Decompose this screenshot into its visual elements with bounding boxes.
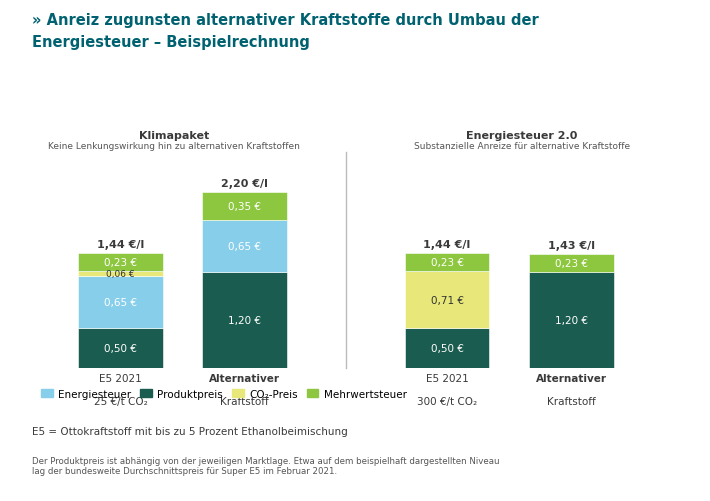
Bar [529, 273, 613, 368]
Bar [405, 254, 489, 272]
Text: 0,50 €: 0,50 € [430, 343, 464, 353]
Text: 0,23 €: 0,23 € [555, 259, 588, 269]
Text: Energiesteuer – Beispielrechnung: Energiesteuer – Beispielrechnung [32, 35, 310, 50]
Text: 0,23 €: 0,23 € [104, 258, 137, 268]
Text: Kraftstoff: Kraftstoff [220, 396, 269, 406]
Text: Alternativer: Alternativer [209, 373, 280, 383]
Text: 1,43 €/l: 1,43 €/l [547, 240, 594, 250]
Text: Der Produktpreis ist abhängig von der jeweiligen Marktlage. Etwa auf dem beispie: Der Produktpreis ist abhängig von der je… [32, 456, 499, 475]
Text: » Anreiz zugunsten alternativer Kraftstoffe durch Umbau der: » Anreiz zugunsten alternativer Kraftsto… [32, 13, 539, 28]
Text: 0,65 €: 0,65 € [104, 298, 137, 308]
Text: 0,71 €: 0,71 € [430, 295, 464, 305]
Text: Kraftstoff: Kraftstoff [547, 396, 596, 406]
Bar [529, 254, 613, 273]
Text: 0,50 €: 0,50 € [104, 343, 137, 353]
Text: Klimapaket: Klimapaket [139, 130, 209, 140]
Text: 300 €/t CO₂: 300 €/t CO₂ [417, 396, 477, 406]
Text: E5 2021: E5 2021 [99, 373, 142, 383]
Text: 0,35 €: 0,35 € [228, 202, 261, 211]
Text: Energiesteuer 2.0: Energiesteuer 2.0 [466, 130, 577, 140]
Bar [78, 272, 163, 277]
Text: 0,06 €: 0,06 € [106, 270, 135, 279]
Bar [405, 328, 489, 368]
Text: Keine Lenkungswirkung hin zu alternativen Kraftstoffen: Keine Lenkungswirkung hin zu alternative… [48, 141, 300, 150]
Bar [78, 254, 163, 272]
Text: E5 2021: E5 2021 [425, 373, 469, 383]
Bar [78, 277, 163, 328]
Text: Substanzielle Anreize für alternative Kraftstoffe: Substanzielle Anreize für alternative Kr… [414, 141, 630, 150]
Text: 1,44 €/l: 1,44 €/l [423, 239, 471, 249]
Bar [202, 273, 287, 368]
Bar [202, 193, 287, 220]
Text: 1,20 €: 1,20 € [228, 315, 261, 325]
Text: 0,23 €: 0,23 € [430, 258, 464, 268]
Text: Alternativer: Alternativer [535, 373, 606, 383]
Text: 2,20 €/l: 2,20 €/l [221, 179, 268, 189]
Text: 25 €/t CO₂: 25 €/t CO₂ [94, 396, 147, 406]
Text: 1,44 €/l: 1,44 €/l [97, 239, 144, 249]
Bar [405, 272, 489, 328]
Text: 1,20 €: 1,20 € [555, 315, 588, 325]
Text: 0,65 €: 0,65 € [228, 241, 261, 252]
Legend: Energiesteuer, Produktpreis, CO₂-Preis, Mehrwertsteuer: Energiesteuer, Produktpreis, CO₂-Preis, … [37, 385, 411, 403]
Bar [78, 328, 163, 368]
Text: E5 = Ottokraftstoff mit bis zu 5 Prozent Ethanolbeimischung: E5 = Ottokraftstoff mit bis zu 5 Prozent… [32, 426, 348, 436]
Bar [202, 220, 287, 273]
